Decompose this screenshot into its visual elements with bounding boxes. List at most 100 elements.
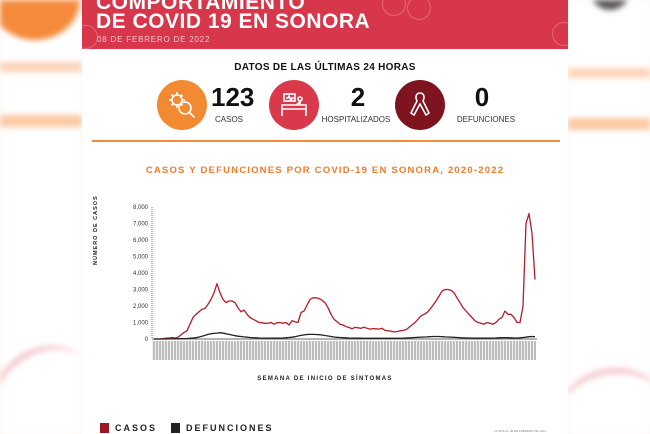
x-tick-label bbox=[284, 341, 287, 360]
y-tick-label: 5,000 bbox=[133, 255, 149, 261]
casos-label: CASOS bbox=[215, 115, 244, 124]
x-tick-label bbox=[203, 341, 206, 360]
blurred-background-left bbox=[0, 0, 82, 434]
virus-decoration-icon bbox=[407, 0, 431, 20]
x-tick-label bbox=[413, 341, 416, 360]
x-tick-label bbox=[500, 341, 503, 360]
x-tick-label bbox=[431, 341, 434, 360]
x-tick-label bbox=[245, 341, 248, 360]
x-tick-label bbox=[503, 341, 506, 360]
x-tick-label bbox=[278, 341, 281, 360]
divider bbox=[92, 140, 560, 142]
x-tick-label bbox=[233, 341, 236, 360]
x-tick-label bbox=[377, 341, 380, 360]
x-tick-label bbox=[215, 341, 218, 360]
y-axis-label: NÚMERO DE CASOS bbox=[93, 195, 99, 265]
legend-swatch-defunciones bbox=[171, 423, 181, 433]
x-tick-label bbox=[209, 341, 212, 360]
x-tick-label bbox=[305, 341, 308, 360]
y-tick-label: 6,000 bbox=[133, 238, 149, 244]
x-tick-label bbox=[167, 341, 170, 360]
x-tick-label bbox=[533, 341, 536, 360]
series-line-defunciones bbox=[154, 332, 536, 340]
x-tick-label bbox=[359, 341, 362, 360]
x-tick-label bbox=[341, 341, 344, 360]
casos-value: 123 bbox=[211, 82, 255, 112]
x-tick-label bbox=[260, 341, 263, 360]
x-tick-label bbox=[344, 341, 347, 360]
x-tick-label bbox=[458, 341, 461, 360]
ribbon-icon bbox=[395, 80, 445, 130]
x-tick-label bbox=[293, 341, 296, 360]
report-date: 08 DE FEBRERO DE 2022 bbox=[97, 35, 211, 44]
x-axis-label: SEMANA DE INICIO DE SÍNTOMAS bbox=[257, 376, 393, 382]
x-tick-label bbox=[479, 341, 482, 360]
y-tick-label: 7,000 bbox=[133, 222, 149, 228]
footnote: CORTE AL 08 DE FEBRERO DE 2022 bbox=[494, 429, 546, 433]
x-tick-label bbox=[170, 341, 173, 360]
x-tick-label bbox=[518, 341, 521, 360]
x-tick-label bbox=[488, 341, 491, 360]
header-banner: COMPORTAMIENTO DE COVID 19 EN SONORA 08 … bbox=[82, 0, 568, 49]
stats-title: DATOS DE LAS ÚLTIMAS 24 HORAS bbox=[234, 62, 416, 73]
x-tick-label bbox=[392, 341, 395, 360]
x-tick-label bbox=[317, 341, 320, 360]
x-tick-label bbox=[464, 341, 467, 360]
x-tick-label bbox=[452, 341, 455, 360]
line-chart: NÚMERO DE CASOS 0 1,000 2,000 3,000 4,000 5,0… bbox=[82, 195, 568, 395]
legend-label-casos: CASOS bbox=[115, 423, 158, 433]
x-tick-label bbox=[455, 341, 458, 360]
x-tick-label bbox=[314, 341, 317, 360]
x-tick-label bbox=[242, 341, 245, 360]
legend-label-defunciones: DEFUNCIONES bbox=[186, 423, 274, 433]
x-tick-label bbox=[494, 341, 497, 360]
x-tick-label bbox=[347, 341, 350, 360]
stat-casos: 123 CASOS bbox=[157, 80, 254, 130]
hospital-bed-icon bbox=[269, 80, 319, 130]
y-tick-label: 0 bbox=[145, 337, 149, 343]
x-tick-label bbox=[353, 341, 356, 360]
x-tick-label bbox=[188, 341, 191, 360]
y-tick-label: 1,000 bbox=[133, 321, 149, 327]
x-tick-label bbox=[218, 341, 221, 360]
x-tick-label bbox=[329, 341, 332, 360]
x-tick-label bbox=[416, 341, 419, 360]
x-tick-label bbox=[263, 341, 266, 360]
x-tick-label bbox=[467, 341, 470, 360]
x-tick-label bbox=[449, 341, 452, 360]
x-tick-label bbox=[185, 341, 188, 360]
x-tick-label bbox=[257, 341, 260, 360]
x-tick-label bbox=[527, 341, 530, 360]
y-tick-label: 4,000 bbox=[133, 271, 149, 277]
x-tick-label bbox=[404, 341, 407, 360]
defunciones-label: DEFUNCIONES bbox=[456, 115, 516, 124]
x-tick-label bbox=[437, 341, 440, 360]
x-tick-label bbox=[443, 341, 446, 360]
x-tick-label bbox=[515, 341, 518, 360]
blurred-curve bbox=[0, 325, 82, 434]
chart-legend: CASOS DEFUNCIONES bbox=[100, 423, 282, 433]
x-tick-label bbox=[476, 341, 479, 360]
x-tick-label bbox=[299, 341, 302, 360]
x-tick-label bbox=[290, 341, 293, 360]
x-tick-label bbox=[287, 341, 290, 360]
x-tick-label bbox=[335, 341, 338, 360]
x-tick-label bbox=[227, 341, 230, 360]
blurred-orange-circle bbox=[0, 0, 80, 40]
x-tick-label bbox=[272, 341, 275, 360]
x-tick-label bbox=[323, 341, 326, 360]
title-line-1: COMPORTAMIENTO bbox=[96, 0, 306, 14]
x-tick-label bbox=[362, 341, 365, 360]
x-tick-label bbox=[239, 341, 242, 360]
x-tick-label bbox=[407, 341, 410, 360]
x-tick-label bbox=[386, 341, 389, 360]
x-tick-label bbox=[311, 341, 314, 360]
x-tick-label bbox=[410, 341, 413, 360]
x-tick-label bbox=[365, 341, 368, 360]
title-line-2: DE COVID 19 EN SONORA bbox=[96, 10, 371, 33]
x-tick-label bbox=[302, 341, 305, 360]
x-tick-label bbox=[221, 341, 224, 360]
stat-hospitalizados: 2 HOSPITALIZADOS bbox=[269, 80, 399, 130]
blurred-curve bbox=[568, 359, 650, 434]
hospitalizados-label: HOSPITALIZADOS bbox=[321, 115, 391, 124]
